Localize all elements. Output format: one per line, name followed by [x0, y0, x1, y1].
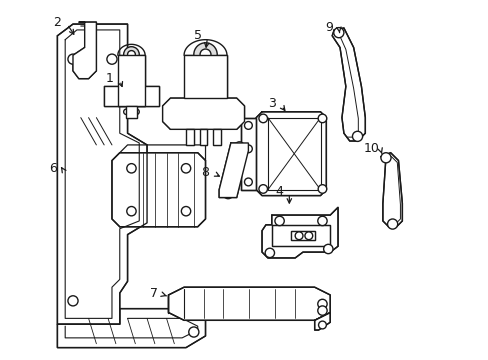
Circle shape — [318, 114, 326, 123]
Polygon shape — [256, 112, 325, 195]
Polygon shape — [112, 153, 205, 227]
Polygon shape — [331, 28, 365, 141]
Polygon shape — [380, 153, 402, 227]
Polygon shape — [125, 106, 137, 118]
Polygon shape — [57, 24, 147, 324]
Polygon shape — [213, 129, 221, 145]
Polygon shape — [185, 129, 193, 145]
Text: 6: 6 — [49, 162, 57, 175]
Circle shape — [318, 321, 325, 329]
Circle shape — [244, 122, 252, 129]
Circle shape — [234, 142, 244, 152]
Polygon shape — [240, 118, 256, 190]
Text: 3: 3 — [267, 98, 275, 111]
Circle shape — [228, 113, 237, 122]
Circle shape — [200, 49, 210, 60]
Circle shape — [127, 51, 135, 58]
Polygon shape — [73, 22, 96, 78]
Text: 10: 10 — [363, 142, 378, 155]
Circle shape — [258, 114, 267, 123]
Polygon shape — [199, 129, 207, 145]
Polygon shape — [271, 225, 329, 246]
Text: 9: 9 — [325, 22, 333, 35]
Circle shape — [264, 248, 274, 257]
Circle shape — [147, 92, 155, 100]
Polygon shape — [118, 55, 145, 106]
Text: 1: 1 — [106, 72, 114, 85]
Circle shape — [79, 55, 90, 67]
Circle shape — [181, 164, 190, 173]
Circle shape — [134, 109, 139, 114]
Circle shape — [181, 207, 190, 216]
Polygon shape — [104, 86, 159, 106]
Polygon shape — [183, 55, 226, 98]
Circle shape — [244, 178, 252, 186]
Circle shape — [295, 232, 303, 240]
Polygon shape — [291, 231, 314, 240]
Circle shape — [258, 185, 267, 193]
Circle shape — [81, 58, 88, 64]
Circle shape — [126, 164, 136, 173]
Circle shape — [223, 189, 233, 199]
Text: 8: 8 — [201, 166, 209, 179]
Text: 2: 2 — [53, 15, 61, 29]
Circle shape — [333, 28, 343, 38]
Circle shape — [108, 92, 116, 100]
Polygon shape — [168, 287, 329, 320]
Circle shape — [305, 232, 312, 240]
Circle shape — [169, 113, 179, 122]
Circle shape — [317, 299, 326, 309]
Circle shape — [317, 306, 326, 315]
Circle shape — [380, 153, 390, 163]
Text: 4: 4 — [275, 185, 283, 198]
Circle shape — [123, 109, 129, 114]
Circle shape — [193, 43, 217, 66]
Polygon shape — [163, 98, 244, 129]
Circle shape — [318, 185, 326, 193]
Circle shape — [352, 131, 362, 141]
Polygon shape — [219, 143, 248, 198]
Circle shape — [323, 244, 332, 254]
Circle shape — [244, 145, 252, 153]
Circle shape — [274, 216, 284, 226]
Polygon shape — [57, 309, 205, 348]
Circle shape — [317, 216, 326, 226]
Circle shape — [68, 296, 78, 306]
Circle shape — [126, 207, 136, 216]
Text: 7: 7 — [150, 287, 158, 300]
Polygon shape — [314, 312, 329, 330]
Circle shape — [107, 54, 117, 64]
Text: 5: 5 — [193, 29, 202, 42]
Circle shape — [68, 54, 78, 64]
Circle shape — [188, 327, 199, 337]
Polygon shape — [262, 207, 337, 258]
Circle shape — [123, 47, 139, 62]
Circle shape — [387, 219, 397, 229]
